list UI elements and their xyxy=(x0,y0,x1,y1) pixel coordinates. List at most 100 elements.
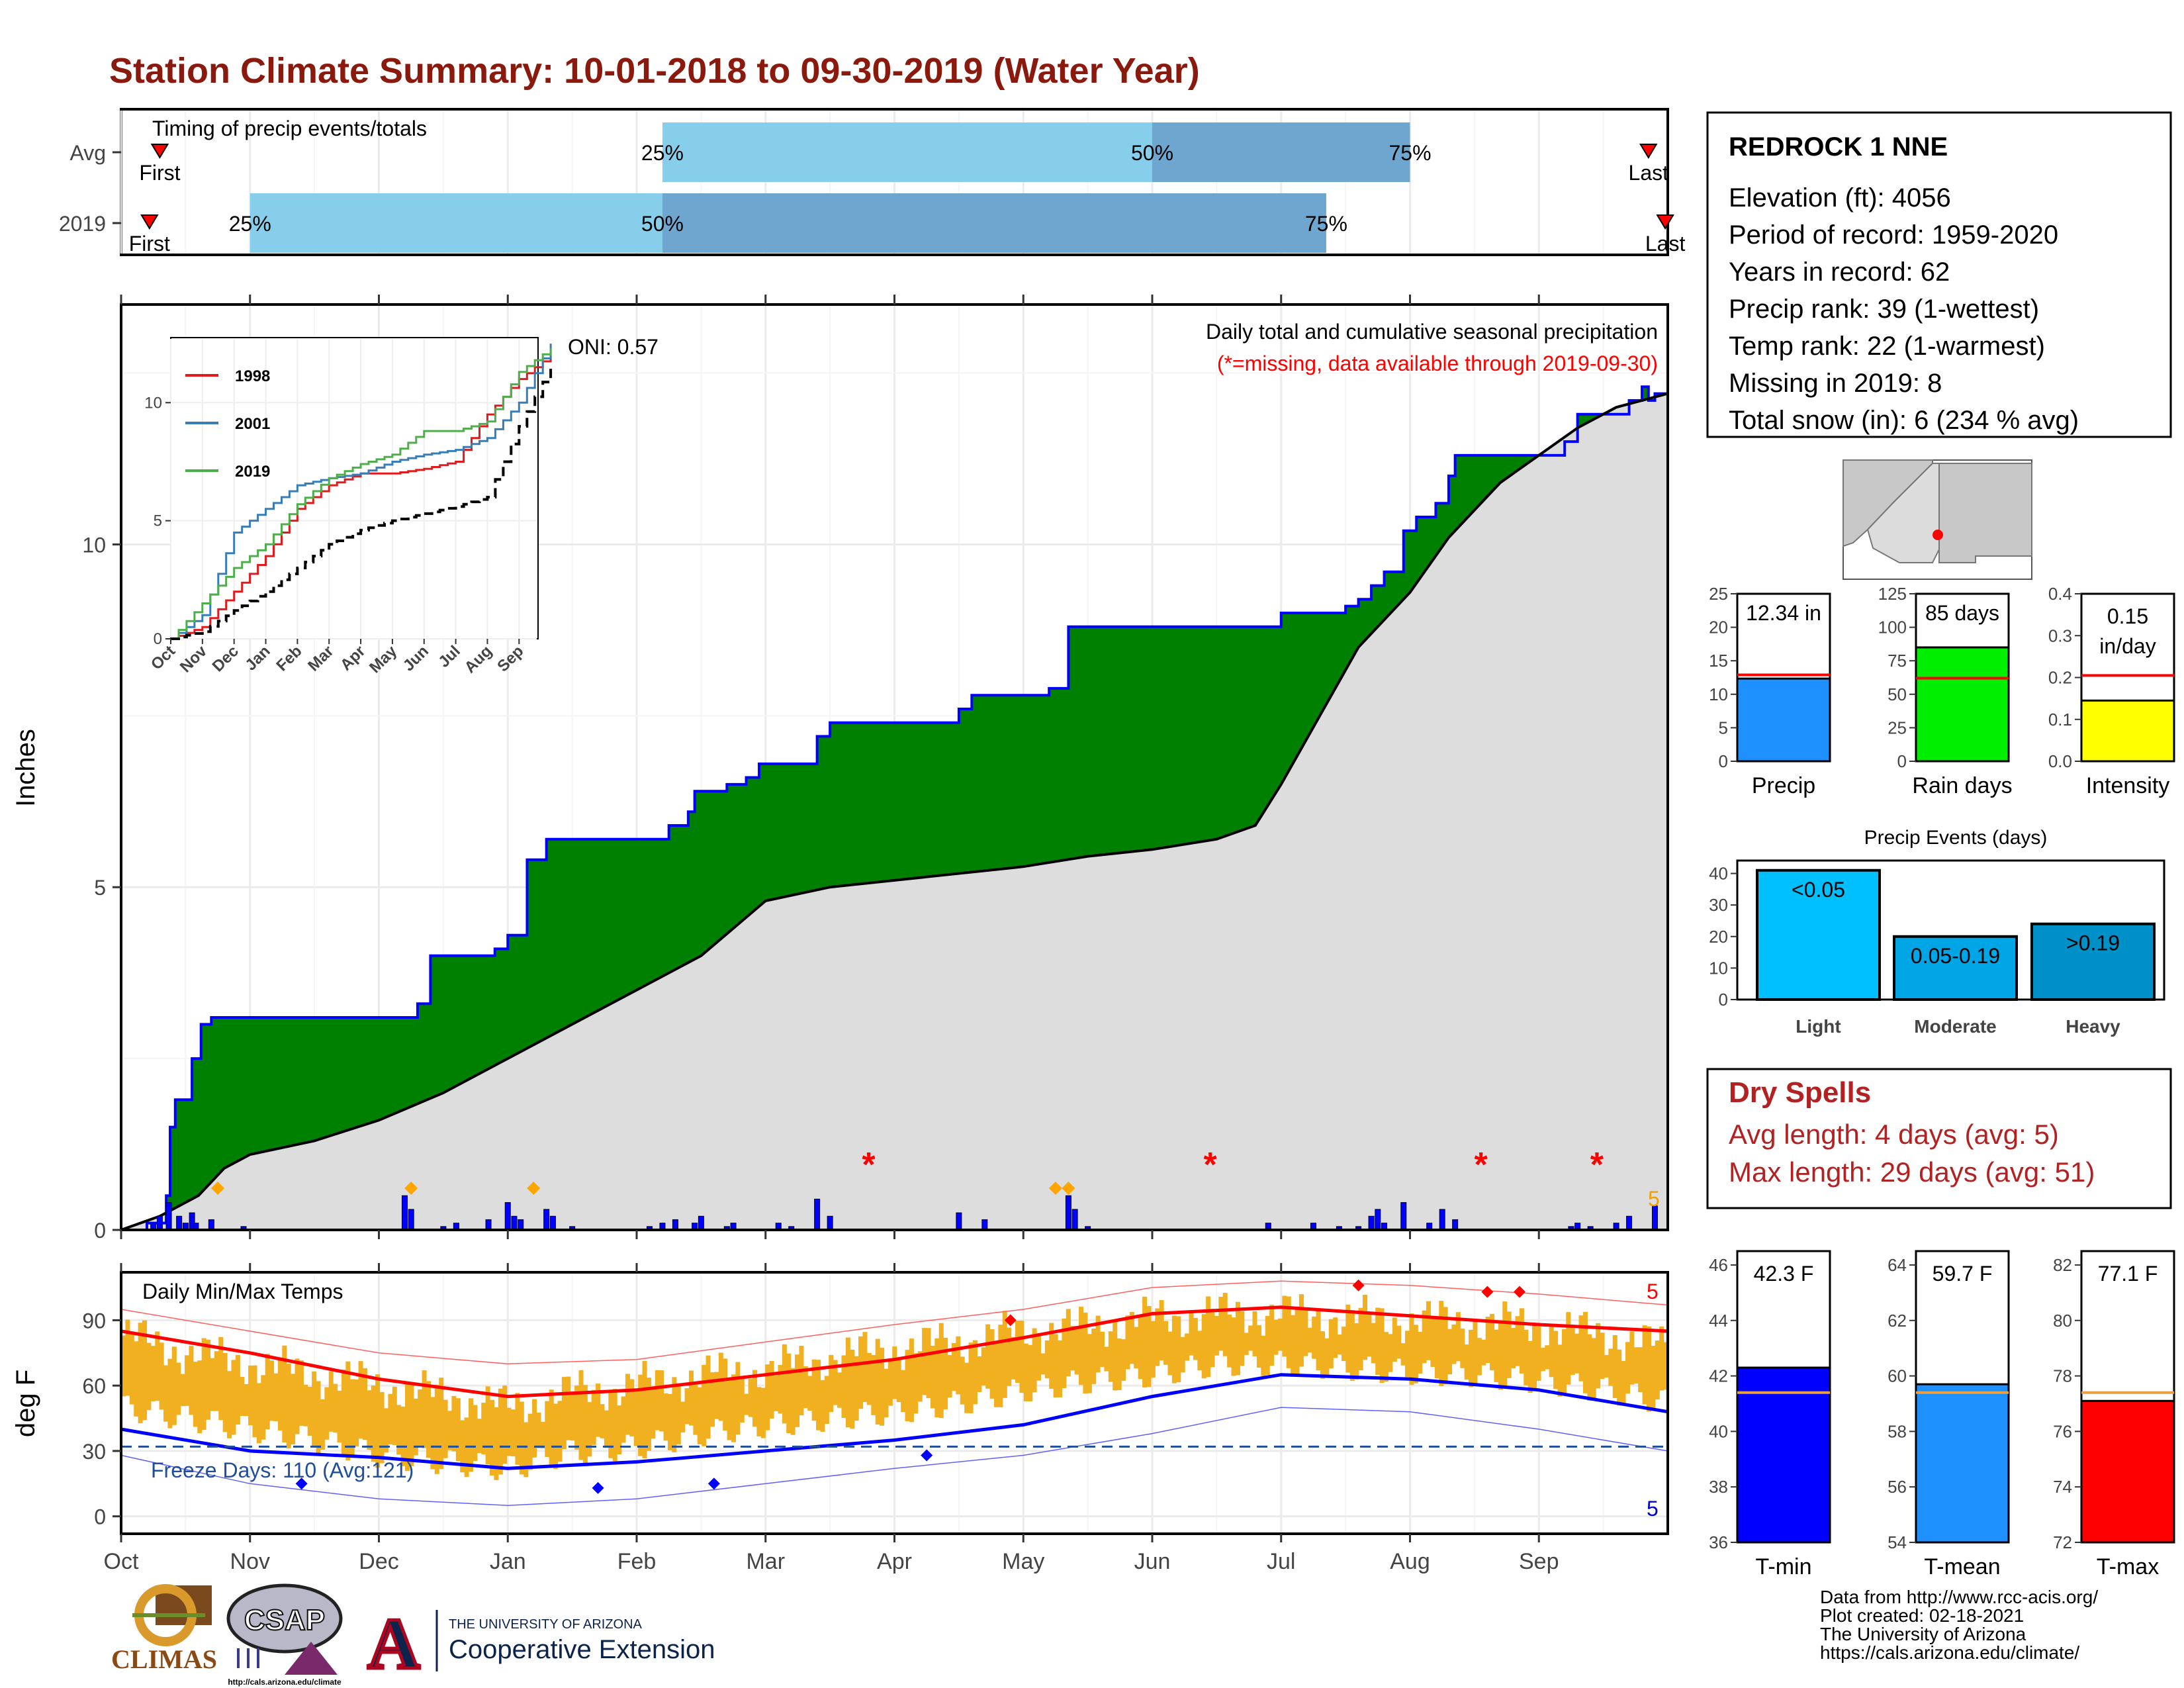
daily-temp-bar xyxy=(1612,1335,1617,1399)
daily-temp-bar xyxy=(269,1360,275,1421)
minibar-value-label: 85 days xyxy=(1925,601,1999,625)
temp-ytick-label: 30 xyxy=(82,1440,106,1464)
timing-marker xyxy=(1639,144,1658,159)
daily-temp-bar xyxy=(1176,1316,1181,1383)
tempbar-label: T-min xyxy=(1756,1554,1812,1579)
daily-temp-bar xyxy=(1116,1338,1122,1390)
daily-temp-bar xyxy=(608,1390,614,1458)
daily-temp-bar xyxy=(871,1354,876,1415)
daily-temp-bar xyxy=(1566,1312,1571,1385)
month-label: Nov xyxy=(230,1549,270,1574)
daily-temp-bar xyxy=(469,1398,474,1472)
daily-temp-bar xyxy=(774,1375,779,1411)
daily-temp-bar xyxy=(1384,1332,1389,1382)
inset-legend-label: 2001 xyxy=(235,415,270,433)
daily-temp-bar xyxy=(1388,1334,1393,1372)
daily-temp-bar xyxy=(201,1338,206,1430)
climas-logo-text: CLIMAS xyxy=(111,1644,217,1674)
daily-temp-bar xyxy=(1392,1317,1397,1362)
daily-temp-bar xyxy=(451,1395,457,1452)
daily-temp-bar xyxy=(1540,1348,1545,1372)
daily-temp-bar xyxy=(1007,1327,1012,1386)
snow-marker xyxy=(1062,1182,1075,1195)
daily-precip-bar xyxy=(176,1215,183,1231)
daily-temp-bar xyxy=(574,1385,580,1450)
daily-temp-bar xyxy=(621,1396,626,1443)
daily-temp-bar xyxy=(786,1353,792,1434)
record-marks xyxy=(295,1279,1526,1494)
daily-temp-bar xyxy=(375,1374,381,1468)
minibar-value-bar xyxy=(1736,677,1831,763)
daily-temp-bar xyxy=(349,1379,355,1457)
daily-temp-bar xyxy=(731,1374,736,1442)
minibar-value-bar xyxy=(1915,646,2010,763)
average-min-line xyxy=(120,1373,1668,1470)
timing-row-label: 2019 xyxy=(59,212,106,236)
daily-temp-bar xyxy=(443,1399,448,1458)
daily-temp-bar xyxy=(291,1374,296,1445)
daily-temp-bar xyxy=(1227,1314,1232,1368)
events-ytick-label: 40 xyxy=(1709,864,1728,884)
daily-temp-bar xyxy=(1218,1297,1224,1351)
university-of-arizona-logo: A THE UNIVERSITY OF ARIZONA Cooperative … xyxy=(363,1602,715,1686)
minibar-precip: 0 5 10 15 20 25 12.34 in Precip xyxy=(1709,584,1831,798)
daily-temp-bar xyxy=(1146,1305,1152,1387)
daily-temp-bar xyxy=(1481,1339,1486,1366)
daily-temp-bar xyxy=(1235,1301,1240,1376)
daily-temp-bar xyxy=(511,1409,516,1457)
daily-temp-bar xyxy=(1591,1338,1596,1399)
tempbar-ytick-label: 62 xyxy=(1888,1311,1907,1331)
daily-precip-bar xyxy=(1071,1209,1078,1231)
daily-temp-bar xyxy=(917,1351,923,1402)
station-info-line: Temp rank: 22 (1-warmest) xyxy=(1729,332,2045,361)
daily-temp-bar xyxy=(189,1346,194,1415)
daily-temp-bar xyxy=(1167,1331,1173,1376)
daily-temp-bar xyxy=(659,1370,664,1432)
daily-temp-bar xyxy=(1527,1340,1533,1393)
daily-temp-bar xyxy=(1265,1315,1270,1376)
precip-ytick-label: 0 xyxy=(94,1219,106,1243)
timing-marker xyxy=(150,144,169,159)
daily-temp-bar xyxy=(1434,1319,1439,1379)
summary-bars: 0 5 10 15 20 25 12.34 in Precip 0 25 50 75 100 125 85 … xyxy=(1709,584,2175,798)
daily-temp-bar xyxy=(185,1355,190,1406)
daily-temp-bar xyxy=(922,1328,927,1395)
precip-caption: Daily total and cumulative seasonal prec… xyxy=(1206,320,1658,344)
temp-ytick-label: 60 xyxy=(82,1374,106,1398)
daily-temp-bar xyxy=(498,1388,503,1475)
daily-temp-bar xyxy=(604,1410,609,1448)
daily-temp-bar xyxy=(951,1342,956,1391)
temp-panel: Daily Min/Max Temps Freeze Days: 110 (Av… xyxy=(11,1263,1669,1574)
minibar-label: Rain days xyxy=(1912,773,2012,798)
temperature-summary-bars: 36 38 40 42 44 46 42.3 F T-min 54 56 58 60 62 64 59.7 … xyxy=(1709,1250,2175,1579)
daily-temp-bar xyxy=(612,1389,617,1462)
location-map xyxy=(1843,459,2032,580)
daily-temp-bar xyxy=(1625,1342,1630,1394)
daily-temp-bar xyxy=(134,1341,139,1417)
daily-temp-bar xyxy=(718,1352,723,1421)
daily-temp-bar xyxy=(1337,1334,1342,1355)
daily-temp-bar xyxy=(795,1354,800,1427)
daily-temp-bar xyxy=(561,1377,567,1450)
daily-precip-bar xyxy=(1368,1215,1375,1231)
daily-temp-bar xyxy=(125,1319,130,1396)
daily-temp-bar xyxy=(646,1378,651,1451)
daily-temp-bar xyxy=(1561,1329,1567,1395)
daily-temp-bar xyxy=(1252,1311,1257,1357)
daily-temp-bar xyxy=(1490,1313,1495,1371)
daily-temp-bar xyxy=(769,1360,774,1419)
daily-temp-bar xyxy=(519,1401,524,1475)
daily-temp-bar xyxy=(596,1383,601,1437)
events-bar-value: <0.05 xyxy=(1792,878,1845,902)
daily-temp-bar xyxy=(460,1420,465,1473)
events-bar-label: Moderate xyxy=(1914,1016,1996,1037)
station-info-line: Period of record: 1959-2020 xyxy=(1729,220,2058,250)
timing-bar-25-50 xyxy=(662,122,1152,182)
daily-temp-bar xyxy=(404,1384,410,1472)
events-bar-value: 0.05-0.19 xyxy=(1911,944,2000,968)
daily-precip-bar xyxy=(165,1202,172,1231)
daily-precip-bar xyxy=(156,1215,163,1231)
daily-temp-bar xyxy=(303,1384,308,1427)
daily-temp-bar xyxy=(968,1342,974,1414)
daily-temp-bar xyxy=(887,1360,893,1406)
